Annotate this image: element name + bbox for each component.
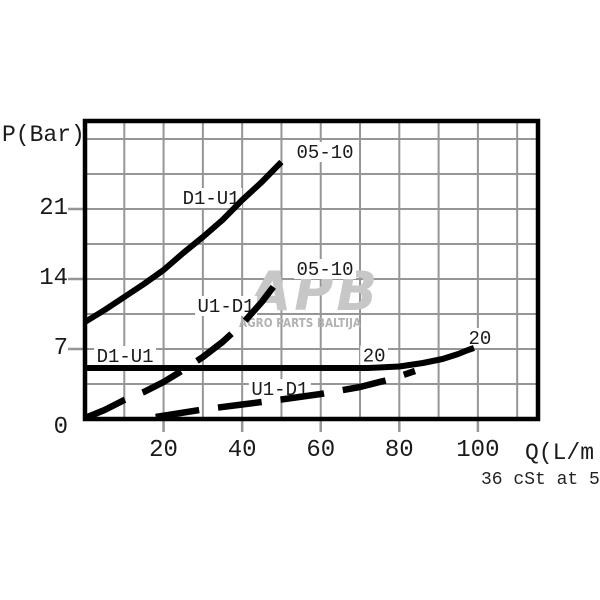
curve-d1-u1-05-10 (83, 159, 284, 325)
viscosity-note: 36 cSt at 5 (481, 470, 600, 490)
y-tick-label: 7 (53, 335, 68, 362)
curve-label-bg (180, 188, 243, 208)
curve-label: D1-U1 (183, 188, 240, 210)
x-axis-title: Q(L/m (525, 440, 595, 466)
y-axis-title: P(Bar) (2, 122, 85, 148)
x-tick-label: 100 (456, 437, 500, 464)
plot-frame (82, 118, 541, 422)
curve-label-bg (360, 345, 389, 366)
y-tick-label: 21 (39, 195, 68, 222)
x-tick-label: 80 (384, 437, 414, 464)
curve-label: 05-10 (297, 142, 354, 164)
curve-label-bg (294, 259, 357, 279)
curve-u1-d1-20 (155, 367, 417, 421)
curve-label: D1-U1 (97, 346, 154, 368)
curve-label-bg (248, 379, 311, 399)
x-tick-label: 40 (227, 437, 257, 464)
curve-label: U1-D1 (198, 296, 255, 318)
curve-d1-u1-20 (85, 345, 475, 371)
curve-label-bg (465, 328, 494, 348)
y-tick-label: 0 (53, 414, 68, 441)
watermark-subtitle: AGRO PARTS BALTIJA (239, 316, 362, 330)
curve-label-bg (195, 296, 258, 316)
y-tick-label: 14 (39, 265, 68, 292)
curve-label: 20 (468, 328, 491, 350)
curve-label: 20 (363, 346, 386, 368)
x-tick-label: 60 (306, 437, 336, 464)
curve-label-bg (294, 142, 357, 162)
x-tick-label: 20 (149, 437, 178, 464)
curve-label: 05-10 (297, 259, 354, 281)
curve-u1-d1-05-10 (83, 274, 284, 422)
curve-label-bg (94, 346, 157, 366)
